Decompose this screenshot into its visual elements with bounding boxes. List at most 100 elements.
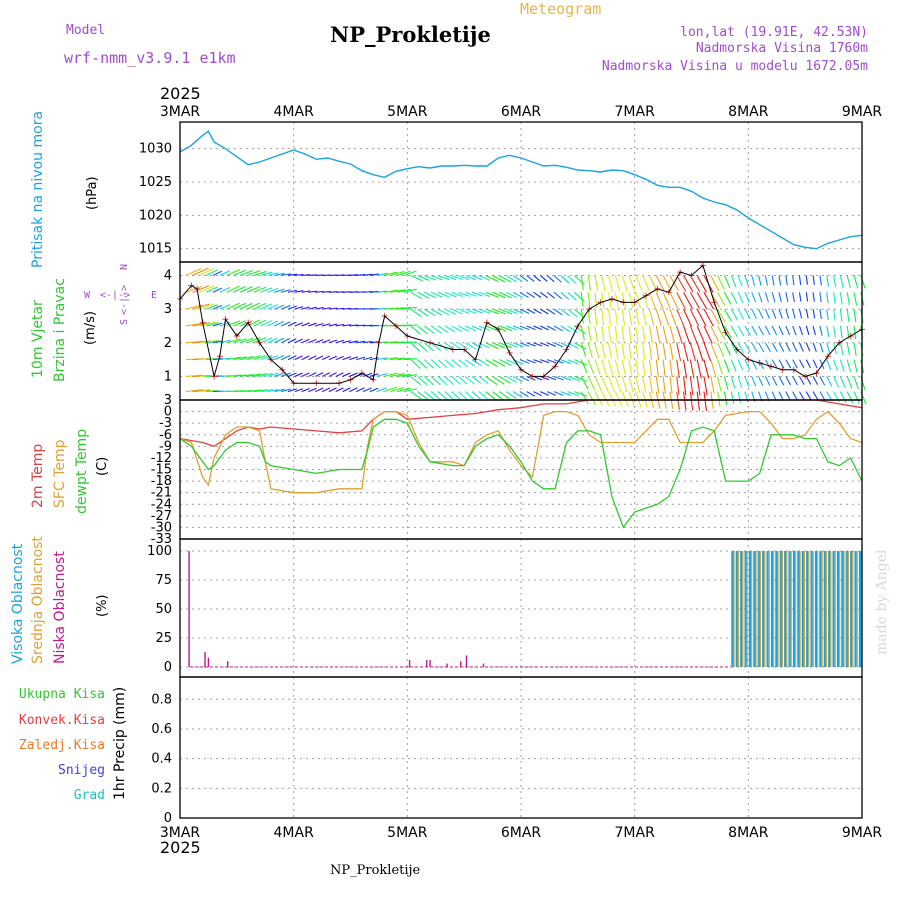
wind-arrow xyxy=(540,391,549,396)
wind-arrow xyxy=(798,308,803,319)
wind-arrow xyxy=(328,372,337,377)
wind-arrow xyxy=(478,325,491,331)
wind-arrow xyxy=(621,359,627,376)
wind-arrow xyxy=(594,309,598,325)
wind-arrow xyxy=(505,291,518,299)
wind-arrow xyxy=(240,270,253,276)
pressure-line xyxy=(179,130,863,250)
wind-arrow xyxy=(315,290,324,293)
cloud-tick-1: 25 xyxy=(155,631,172,646)
wind-arrow xyxy=(601,275,606,292)
wind-arrow xyxy=(737,391,742,404)
temp-tick-2: -3 xyxy=(159,416,172,431)
wind-arrow xyxy=(492,359,506,367)
wind-arrow xyxy=(792,308,796,319)
mid-cloud-bar xyxy=(773,551,775,667)
wind-arrow xyxy=(417,308,429,317)
wind-arrow xyxy=(383,372,398,377)
wind-unit: (m/s) xyxy=(83,311,98,345)
wind-arrow xyxy=(812,391,819,401)
wind-arrow xyxy=(417,325,428,335)
wind-arrow xyxy=(607,359,614,376)
wind-arrow xyxy=(730,275,737,288)
wind-arrow xyxy=(594,391,603,406)
wind-arrow xyxy=(294,372,303,377)
model-elevation-text: Nadmorska Visina u modelu 1672.05m xyxy=(602,59,868,74)
x-tick-top-6: 9MAR xyxy=(842,104,883,120)
precip-axis-label: 1hr Precip xyxy=(112,729,128,800)
wind-arrow xyxy=(744,391,749,403)
wind-arrow xyxy=(846,325,850,339)
temp-axis-label-1: 2m Temp xyxy=(30,444,46,508)
cloud-tick-0: 0 xyxy=(164,660,172,675)
wind-arrow xyxy=(485,342,499,350)
temp-tick-0: 3 xyxy=(164,393,172,408)
wind-arrow xyxy=(764,275,769,286)
wind-arrow xyxy=(356,340,366,344)
wind-arrow xyxy=(253,355,267,361)
wind-arrow xyxy=(662,308,670,326)
wind-arrow xyxy=(648,359,653,377)
wind-arrow xyxy=(614,309,619,326)
wind-arrow xyxy=(614,391,623,407)
wind-arrow xyxy=(505,359,518,366)
wind-arrow xyxy=(526,275,535,282)
wind-arrow xyxy=(274,288,285,293)
mid-cloud-bar xyxy=(825,551,828,667)
wind-arrow xyxy=(553,325,564,332)
wind-arrow xyxy=(212,304,223,310)
wind-arrow xyxy=(560,375,572,381)
wind-arrow xyxy=(696,292,708,310)
x-tick-bottom-4: 7MAR xyxy=(615,825,656,841)
high-cloud-bar xyxy=(735,551,738,667)
wind-arrow xyxy=(342,356,351,361)
wind-arrow xyxy=(567,291,577,301)
mid-cloud-bar xyxy=(821,551,823,667)
wind-arrow xyxy=(349,387,358,393)
wind-arrow xyxy=(689,391,694,411)
wind-arrow xyxy=(744,275,749,287)
low-cloud-bar xyxy=(227,661,229,667)
wind-arrow xyxy=(512,291,523,298)
wind-arrow xyxy=(744,308,751,320)
wind-arrow xyxy=(737,308,745,320)
wind-arrow xyxy=(451,391,461,401)
wind-arrow xyxy=(219,286,231,293)
wind-arrow xyxy=(621,309,626,326)
wind-arrow xyxy=(833,325,837,338)
mid-cloud-bar xyxy=(764,551,766,667)
wind-arrow xyxy=(853,309,857,323)
wind-arrow xyxy=(451,325,463,333)
wind-arrow xyxy=(430,291,443,298)
wind-arrow xyxy=(444,274,457,281)
wind-arrow xyxy=(771,359,778,369)
wind-arrow xyxy=(315,339,324,344)
wind-arrow xyxy=(301,338,310,344)
wind-arrow xyxy=(723,308,732,322)
precip-unit: (mm) xyxy=(112,687,128,725)
temp-tick-1: 0 xyxy=(164,405,172,420)
precip-tick-2: 0.4 xyxy=(151,752,172,767)
wind-arrow xyxy=(723,391,728,406)
wind-arrow xyxy=(362,273,373,277)
wind-arrow xyxy=(342,372,351,377)
wind-arrow xyxy=(403,374,418,377)
wind-arrow xyxy=(744,376,750,388)
wind-arrow xyxy=(499,391,511,401)
wind-arrow xyxy=(703,359,710,379)
wind-arrow xyxy=(805,359,811,369)
wind-arrow xyxy=(771,391,777,402)
wind-arrow xyxy=(315,306,324,310)
wind-arrow xyxy=(567,375,580,382)
wind-arrow xyxy=(301,306,311,310)
wind-arrow xyxy=(206,340,219,344)
wind-arrow xyxy=(444,391,455,401)
wind-arrow xyxy=(587,376,596,391)
wind-arrow xyxy=(301,290,311,293)
high-cloud-bar xyxy=(806,551,809,667)
wind-arrow xyxy=(785,292,789,303)
mid-cloud-bar xyxy=(768,551,770,667)
footer-station: NP_Prokletije xyxy=(330,863,421,878)
wind-arrow xyxy=(328,339,338,344)
